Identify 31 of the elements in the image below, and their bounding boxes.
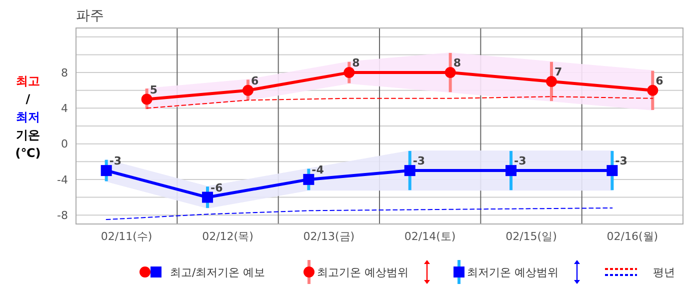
y-tick-label: 4	[61, 102, 68, 116]
x-tick-label: 02/13(금)	[303, 230, 355, 243]
data-label: -6	[210, 181, 224, 194]
x-tick-label: 02/12(목)	[202, 230, 254, 243]
chart-title: 파주	[76, 8, 104, 24]
text: 최고기온 예상범위	[317, 266, 408, 279]
x-tick-label: 02/11(수)	[100, 230, 152, 243]
x-tick-label: 02/15(일)	[506, 230, 557, 243]
legend-label: 최고/최저기온 예보	[170, 266, 266, 279]
text: 최저기온 예상범위	[467, 266, 558, 279]
x-tick-label: 02/14(토)	[404, 230, 456, 243]
line-series	[146, 96, 654, 109]
x-tick-label: 02/16(월)	[606, 230, 658, 243]
line-series	[106, 207, 613, 220]
data-label: -3	[615, 154, 628, 168]
y-tick-label: -8	[57, 208, 68, 222]
data-label: -4	[312, 163, 324, 176]
data-label: -3	[412, 154, 426, 168]
legend-label: 평년	[653, 266, 675, 279]
data-label: -3	[514, 154, 526, 168]
y-axis-title: 최고/최저 기온 (℃)	[15, 74, 41, 160]
data-label: 8	[352, 56, 360, 70]
data-label: 8	[453, 56, 461, 70]
y-tick-label: 0	[61, 138, 68, 151]
data-label: 5	[150, 83, 158, 96]
data-label: -3	[109, 154, 122, 168]
data-label: 7	[554, 65, 562, 78]
data-label: 6	[656, 74, 664, 88]
y-tick-label: -4	[57, 173, 68, 186]
data-label: 6	[250, 74, 259, 88]
y-tick-label: 8	[61, 66, 68, 80]
